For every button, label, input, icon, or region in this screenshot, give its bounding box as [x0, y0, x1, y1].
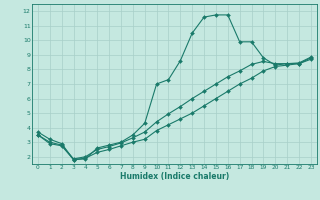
- X-axis label: Humidex (Indice chaleur): Humidex (Indice chaleur): [120, 172, 229, 181]
